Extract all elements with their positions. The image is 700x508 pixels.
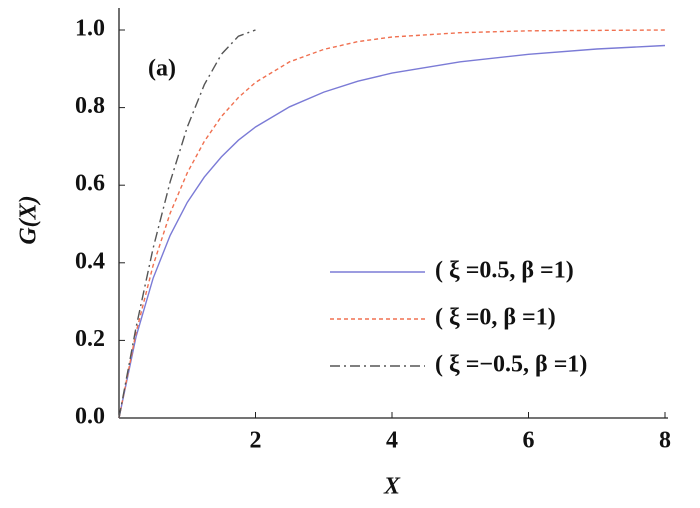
y-tick-label: 0.6 <box>75 171 105 197</box>
y-tick-label: 0.8 <box>75 93 105 119</box>
x-tick-label: 6 <box>523 428 535 454</box>
y-tick-label: 1.0 <box>75 16 105 42</box>
x-tick-label: 2 <box>250 428 262 454</box>
y-tick-label: 0.4 <box>75 248 105 274</box>
legend-label: ( ξ =−0.5, β =1) <box>435 352 587 378</box>
x-axis-label: X <box>383 474 401 500</box>
x-tick-label: 8 <box>659 428 671 454</box>
y-tick-label: 0.0 <box>75 404 105 430</box>
legend-label: ( ξ =0.5, β =1) <box>435 258 574 284</box>
x-tick-label: 4 <box>386 428 398 454</box>
annotation: (a) <box>148 56 176 82</box>
legend-label: ( ξ =0, β =1) <box>435 305 556 331</box>
y-tick-label: 0.2 <box>75 326 105 352</box>
series-line <box>118 44 666 419</box>
series-line <box>118 29 256 419</box>
y-axis-label: G(X) <box>16 195 42 244</box>
